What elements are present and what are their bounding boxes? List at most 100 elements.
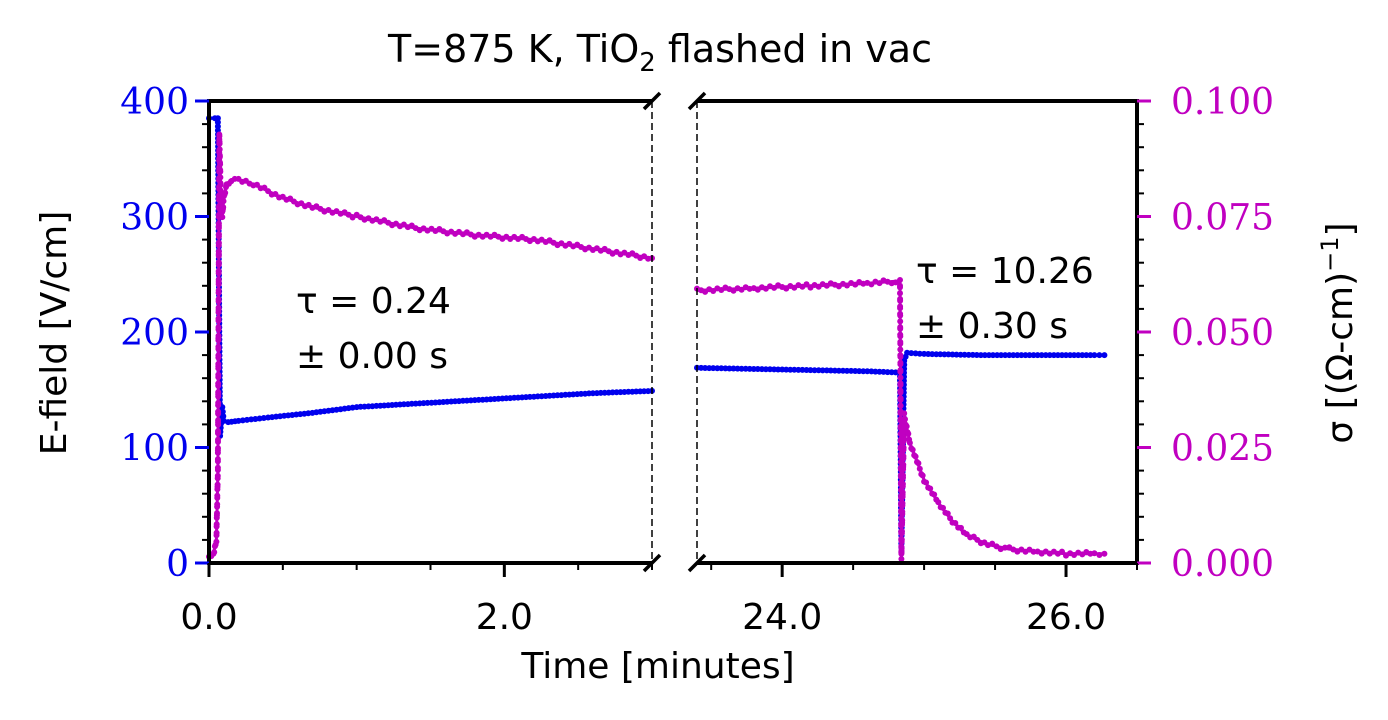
y-left-tick-label: 300 <box>120 198 189 239</box>
data-point <box>1054 352 1061 359</box>
series-line-efield-panel-0 <box>209 116 653 438</box>
data-point <box>944 510 951 517</box>
data-point <box>216 146 223 153</box>
data-point <box>215 389 222 396</box>
y-axis-right-label-main: σ [(Ω-cm) <box>1320 272 1361 444</box>
data-point <box>952 520 959 526</box>
y-axis-right-label: σ [(Ω-cm)−1] <box>1316 222 1361 443</box>
data-point <box>897 305 904 312</box>
data-point <box>897 318 904 325</box>
data-point <box>897 340 904 347</box>
y-left-tick-label: 0 <box>166 544 189 585</box>
data-point <box>897 297 904 304</box>
data-point <box>900 444 907 451</box>
data-point <box>940 504 946 511</box>
data-point <box>897 290 903 297</box>
y-left-tick-label: 100 <box>120 429 189 470</box>
data-point <box>990 352 996 359</box>
x-axis-label: Time [minutes] <box>520 646 794 687</box>
data-point <box>897 325 904 332</box>
data-point <box>214 510 220 517</box>
data-point <box>899 517 906 524</box>
data-point <box>213 521 220 528</box>
data-point <box>1091 352 1098 359</box>
data-point <box>215 380 222 387</box>
data-point <box>1101 352 1108 359</box>
data-point <box>902 416 908 423</box>
data-point <box>1002 544 1008 551</box>
data-point <box>844 367 850 374</box>
data-point <box>217 168 224 175</box>
data-point <box>897 361 904 368</box>
data-point <box>900 472 906 479</box>
data-point <box>915 460 922 467</box>
data-point <box>981 352 988 359</box>
data-point <box>898 556 905 562</box>
data-point <box>897 346 904 353</box>
annotation-right-line2: ± 0.30 s <box>916 306 1068 347</box>
data-point <box>919 472 926 479</box>
data-point <box>998 352 1005 359</box>
y-right-tick-label: 0.050 <box>1171 313 1274 354</box>
data-point <box>215 259 222 266</box>
data-point <box>906 439 913 446</box>
annotation-left-line2: ± 0.00 s <box>296 336 448 377</box>
data-point <box>217 161 224 168</box>
data-point <box>1059 548 1065 555</box>
data-point <box>958 524 964 531</box>
data-point <box>215 371 222 378</box>
data-point <box>1018 352 1025 359</box>
data-point <box>916 465 923 472</box>
data-point <box>803 281 810 288</box>
data-point <box>215 352 222 359</box>
data-point <box>215 248 222 255</box>
data-point <box>1026 352 1033 359</box>
data-point <box>916 350 923 357</box>
data-point <box>897 333 904 340</box>
y-right-tick-label: 0.000 <box>1171 544 1274 585</box>
data-point <box>214 119 221 126</box>
data-point <box>215 268 222 275</box>
y-left-tick-label: 200 <box>120 313 189 354</box>
data-point <box>935 499 942 506</box>
data-point <box>897 312 904 319</box>
annotation-left-line1: τ = 0.24 <box>296 281 451 322</box>
chart-title-subscript: 2 <box>639 48 656 78</box>
data-point <box>214 456 221 463</box>
data-point <box>900 461 907 468</box>
data-point <box>215 428 221 435</box>
x-tick-label: 0.0 <box>180 597 237 638</box>
data-point <box>219 214 226 221</box>
axis-break-mark <box>687 553 707 573</box>
y-right-tick-label: 0.100 <box>1171 82 1274 123</box>
data-point <box>214 464 221 471</box>
data-point <box>215 408 222 415</box>
data-point <box>898 536 905 543</box>
x-tick-label: 24.0 <box>742 597 822 638</box>
x-tick-label: 2.0 <box>476 597 533 638</box>
data-point <box>898 545 905 552</box>
data-point <box>1002 352 1009 359</box>
data-point <box>1010 352 1017 359</box>
data-point <box>897 277 903 283</box>
data-point <box>897 353 904 360</box>
data-point <box>989 540 996 547</box>
data-point <box>215 399 222 406</box>
data-point <box>215 361 222 367</box>
axis-break-mark <box>642 91 662 111</box>
y-axis-right-label-sup: −1 <box>1316 236 1344 271</box>
data-point <box>213 529 220 536</box>
data-point <box>900 433 907 440</box>
annotation-left: τ = 0.24 ± 0.00 s <box>296 281 451 377</box>
data-point <box>1063 352 1069 359</box>
data-point <box>897 396 904 403</box>
data-point <box>215 417 222 424</box>
data-point <box>216 133 223 140</box>
data-point <box>897 368 904 375</box>
data-point <box>222 189 229 196</box>
data-point <box>901 410 908 417</box>
data-point <box>214 501 221 508</box>
data-point <box>220 413 227 420</box>
annotation-right: τ = 10.26 ± 0.30 s <box>916 251 1094 347</box>
